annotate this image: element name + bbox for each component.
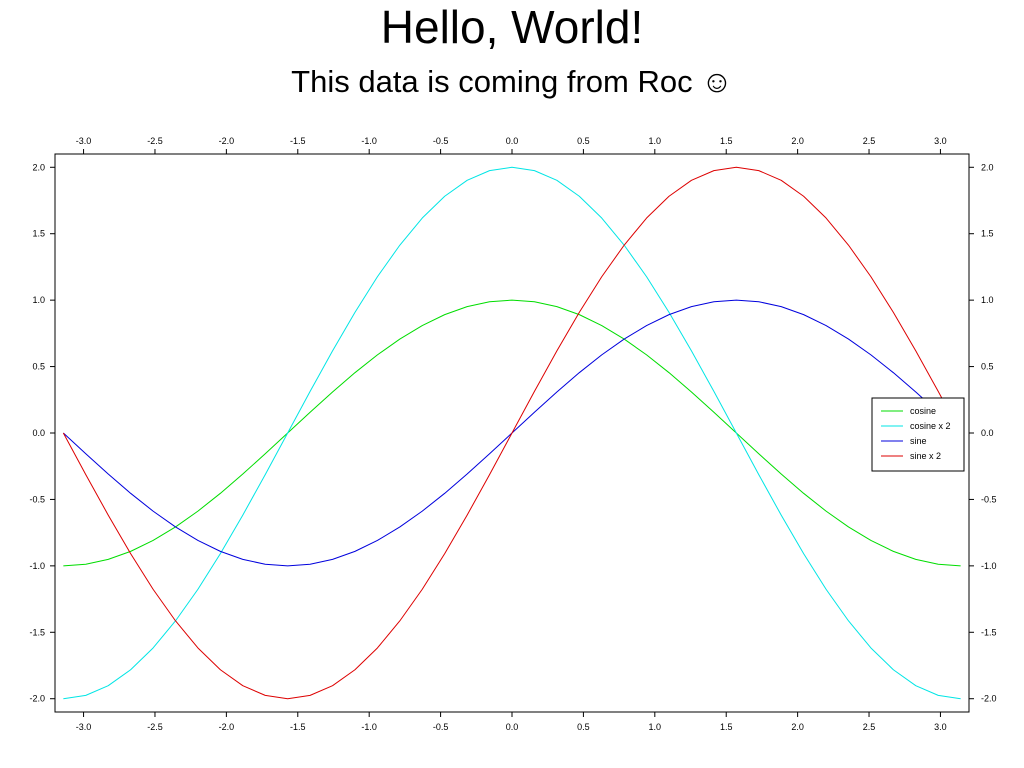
y-tick-label-right: 1.5 xyxy=(981,229,994,239)
x-tick-label-top: -1.5 xyxy=(290,136,306,146)
series-line-cosine-x-2 xyxy=(63,166,961,700)
x-tick-label-bottom: 0.0 xyxy=(506,722,519,732)
y-tick-label-left: -0.5 xyxy=(29,494,45,504)
series-line-sine-x-2 xyxy=(62,166,962,700)
y-tick-label-left: -1.5 xyxy=(29,627,45,637)
x-tick-label-bottom: -1.5 xyxy=(290,722,306,732)
x-tick-label-top: 1.0 xyxy=(649,136,662,146)
y-tick-label-right: 0.0 xyxy=(981,428,994,438)
series-line-cosine xyxy=(63,299,961,567)
legend-label: sine xyxy=(910,436,927,446)
x-tick-label-bottom: -2.0 xyxy=(219,722,235,732)
y-tick-label-right: -1.0 xyxy=(981,561,997,571)
x-tick-label-top: -2.5 xyxy=(147,136,163,146)
legend-label: sine x 2 xyxy=(910,451,941,461)
x-tick-label-bottom: 2.0 xyxy=(791,722,804,732)
x-tick-label-top: 2.5 xyxy=(863,136,876,146)
legend-box xyxy=(871,397,965,472)
y-tick-label-right: 1.0 xyxy=(981,295,994,305)
y-tick-label-left: 2.0 xyxy=(32,162,45,172)
x-tick-label-bottom: 3.0 xyxy=(934,722,947,732)
x-tick-label-top: -2.0 xyxy=(219,136,235,146)
y-tick-label-left: -2.0 xyxy=(29,694,45,704)
x-tick-label-top: -1.0 xyxy=(361,136,377,146)
chart-title: Hello, World! xyxy=(380,1,644,53)
series-lines xyxy=(62,166,962,700)
x-tick-label-bottom: -2.5 xyxy=(147,722,163,732)
x-tick-label-top: 3.0 xyxy=(934,136,947,146)
y-tick-label-right: -1.5 xyxy=(981,627,997,637)
x-tick-label-bottom: -0.5 xyxy=(433,722,449,732)
legend-label: cosine x 2 xyxy=(910,421,951,431)
y-tick-label-left: 0.5 xyxy=(32,362,45,372)
y-tick-label-left: 1.0 xyxy=(32,295,45,305)
axis-ticks: -3.0 -3.0 -2.5 -2.5 -2.0 -2.0 -1.5 -1.5 -1.0 -1.0… xyxy=(29,136,996,732)
legend: cosine cosine x 2 sine sine x 2 xyxy=(871,397,965,472)
x-tick-label-bottom: -1.0 xyxy=(361,722,377,732)
y-tick-label-left: -1.0 xyxy=(29,561,45,571)
y-tick-label-right: 0.5 xyxy=(981,362,994,372)
y-tick-label-left: 1.5 xyxy=(32,229,45,239)
x-tick-label-bottom: 1.5 xyxy=(720,722,733,732)
x-tick-label-bottom: 1.0 xyxy=(649,722,662,732)
x-tick-label-top: 2.0 xyxy=(791,136,804,146)
x-tick-label-bottom: 2.5 xyxy=(863,722,876,732)
x-tick-label-top: 0.5 xyxy=(577,136,590,146)
x-tick-label-top: -0.5 xyxy=(433,136,449,146)
x-tick-label-top: 1.5 xyxy=(720,136,733,146)
x-tick-label-top: -3.0 xyxy=(76,136,92,146)
x-tick-label-top: 0.0 xyxy=(506,136,519,146)
chart-subtitle: This data is coming from Roc ☺ xyxy=(291,64,733,99)
y-tick-label-right: -0.5 xyxy=(981,494,997,504)
y-tick-label-right: -2.0 xyxy=(981,694,997,704)
x-tick-label-bottom: 0.5 xyxy=(577,722,590,732)
y-tick-label-right: 2.0 xyxy=(981,162,994,172)
x-tick-label-bottom: -3.0 xyxy=(76,722,92,732)
legend-label: cosine xyxy=(910,406,936,416)
y-tick-label-left: 0.0 xyxy=(32,428,45,438)
